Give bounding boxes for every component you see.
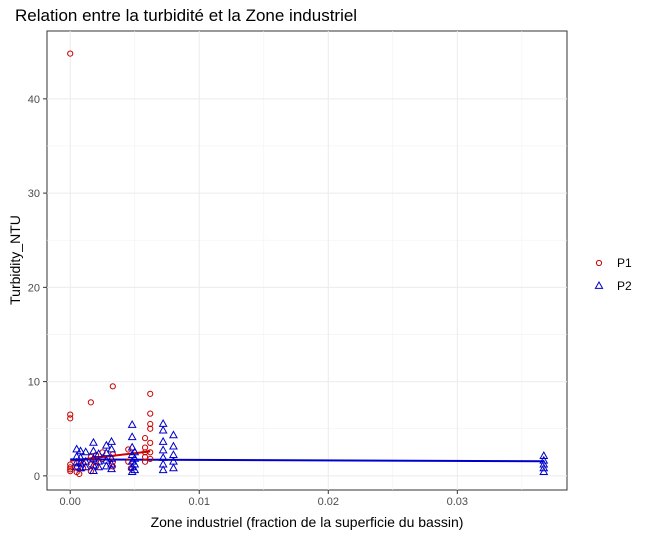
data-point-p1 — [125, 446, 132, 453]
data-point-p1 — [141, 435, 149, 442]
data-point-p2 — [127, 442, 137, 451]
data-point-p2 — [127, 432, 137, 441]
data-point-p2 — [88, 446, 98, 455]
legend-key-p2 — [594, 280, 604, 289]
y-axis-title: Turbidity_NTU — [7, 215, 23, 305]
y-tick-label: 0 — [34, 471, 40, 483]
data-point-p1 — [67, 50, 74, 57]
data-point-p1 — [67, 464, 74, 471]
data-point-p2 — [158, 445, 168, 454]
x-tick-label: 0.00 — [60, 496, 81, 508]
data-point-p2 — [107, 444, 116, 453]
data-point-p1 — [147, 425, 154, 432]
plot-panel — [46, 30, 568, 491]
data-point-p1 — [76, 470, 83, 478]
data-point-p2 — [94, 462, 104, 471]
data-point-p2 — [158, 425, 168, 434]
data-points — [67, 50, 549, 478]
data-point-p1 — [67, 468, 74, 475]
x-tick-label: 0.02 — [318, 496, 339, 508]
data-point-p2 — [127, 419, 137, 428]
chart-title: Relation entre la turbidité et la Zone i… — [15, 6, 358, 25]
data-point-p1 — [67, 411, 74, 418]
data-point-p2 — [94, 449, 104, 458]
data-point-p1 — [147, 455, 154, 462]
data-point-p2 — [76, 463, 86, 472]
data-point-p1 — [87, 399, 94, 406]
data-point-p2 — [158, 436, 168, 445]
data-point-p1 — [147, 439, 154, 446]
data-point-p2 — [130, 465, 140, 474]
data-point-p1 — [147, 449, 154, 456]
legend-key-p1 — [595, 259, 603, 267]
data-point-p2 — [81, 462, 91, 471]
data-point-p2 — [72, 444, 82, 453]
trend-line-p2 — [70, 458, 544, 463]
data-point-p2 — [107, 464, 116, 473]
data-point-p2 — [539, 455, 549, 464]
data-point-p2 — [88, 466, 98, 475]
data-point-p2 — [168, 441, 178, 450]
data-point-p2 — [539, 467, 549, 475]
data-point-p2 — [539, 451, 549, 459]
data-point-p2 — [101, 440, 111, 449]
x-tick-label: 0.03 — [447, 496, 468, 508]
data-point-p2 — [72, 462, 82, 471]
grid-lines — [47, 31, 567, 490]
axes: 0.00 0.01 0.02 0.03 0 10 20 30 40 — [28, 94, 468, 508]
data-point-p2 — [158, 465, 168, 474]
data-point-p1 — [67, 415, 74, 422]
data-point-p2 — [72, 457, 82, 466]
data-point-p1 — [109, 383, 116, 390]
legend-label-p2: P2 — [617, 279, 632, 293]
data-point-p1 — [147, 410, 154, 417]
x-axis-title: Zone industriel (fraction de la superfic… — [151, 514, 464, 530]
data-point-p2 — [107, 459, 116, 468]
data-point-p2 — [88, 437, 98, 446]
data-point-p1 — [141, 458, 149, 465]
data-point-p1 — [147, 390, 154, 397]
y-tick-label: 30 — [28, 188, 40, 200]
x-tick-label: 0.01 — [189, 496, 210, 508]
legend: P1 P2 — [594, 256, 632, 293]
y-tick-label: 40 — [28, 94, 40, 106]
data-point-p2 — [127, 467, 137, 475]
data-point-p2 — [101, 448, 111, 457]
y-tick-label: 20 — [28, 282, 40, 294]
data-point-p2 — [168, 430, 178, 439]
data-point-p2 — [107, 436, 116, 445]
data-point-p2 — [81, 447, 91, 456]
data-point-p2 — [539, 463, 549, 472]
legend-label-p1: P1 — [617, 256, 632, 270]
data-point-p2 — [168, 463, 178, 472]
data-point-p2 — [539, 459, 549, 468]
y-tick-label: 10 — [28, 377, 40, 389]
